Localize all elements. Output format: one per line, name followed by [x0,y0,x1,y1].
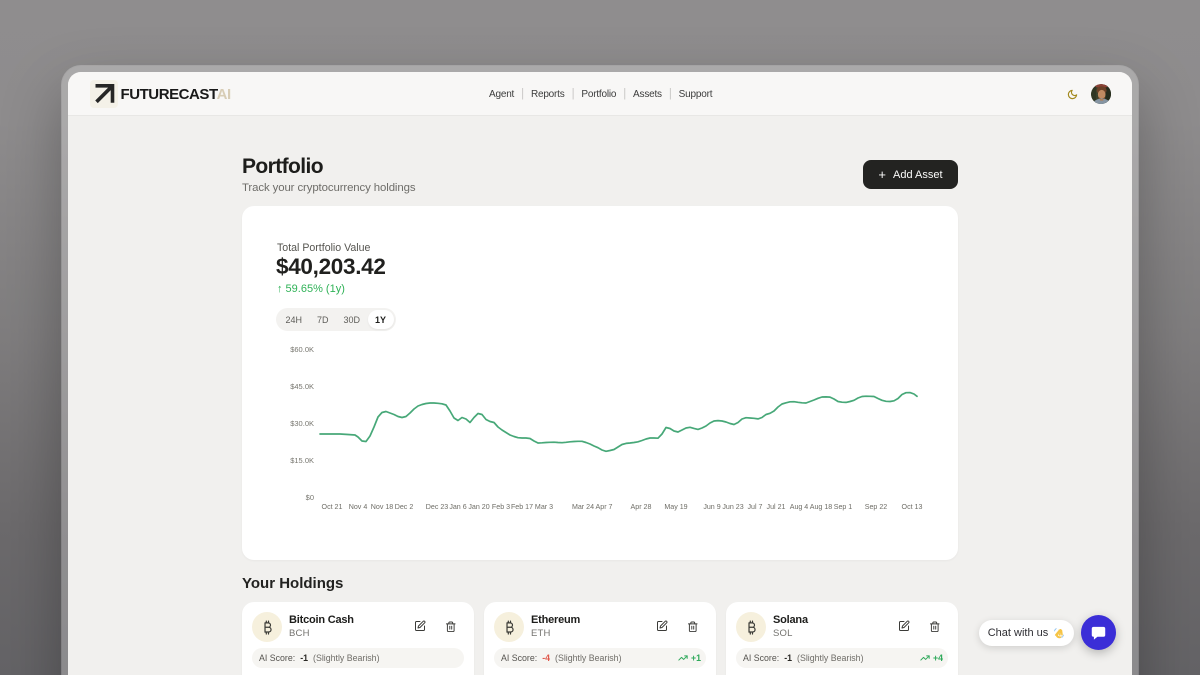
svg-text:Jul 7: Jul 7 [748,503,763,511]
svg-text:Feb 3: Feb 3 [492,503,510,511]
svg-text:Nov 4: Nov 4 [349,503,368,511]
svg-text:Dec 23: Dec 23 [426,503,449,511]
svg-text:Jul 21: Jul 21 [767,503,786,511]
svg-text:Jun 9: Jun 9 [703,503,720,511]
svg-text:$15.0K: $15.0K [290,456,314,465]
svg-text:$30.0K: $30.0K [290,419,314,428]
svg-text:$60.0K: $60.0K [290,345,314,354]
svg-text:Aug 18: Aug 18 [810,503,833,511]
svg-text:Sep 1: Sep 1 [834,503,853,511]
svg-text:Jan 6: Jan 6 [449,503,466,511]
svg-text:$0: $0 [306,493,314,502]
svg-text:Oct 21: Oct 21 [322,503,343,511]
svg-text:Feb 17: Feb 17 [511,503,533,511]
svg-text:Dec 2: Dec 2 [395,503,414,511]
svg-text:Nov 18: Nov 18 [371,503,394,511]
svg-text:May 19: May 19 [664,503,687,511]
svg-text:$45.0K: $45.0K [290,382,314,391]
svg-text:Apr 7: Apr 7 [596,503,613,511]
svg-text:Apr 28: Apr 28 [631,503,652,511]
svg-text:Aug 4: Aug 4 [790,503,809,511]
svg-text:Jan 20: Jan 20 [468,503,489,511]
svg-text:Mar 24: Mar 24 [572,503,594,511]
svg-text:Mar 3: Mar 3 [535,503,553,511]
svg-text:Sep 22: Sep 22 [865,503,888,511]
svg-text:Oct 13: Oct 13 [902,503,923,511]
svg-text:Jun 23: Jun 23 [722,503,743,511]
